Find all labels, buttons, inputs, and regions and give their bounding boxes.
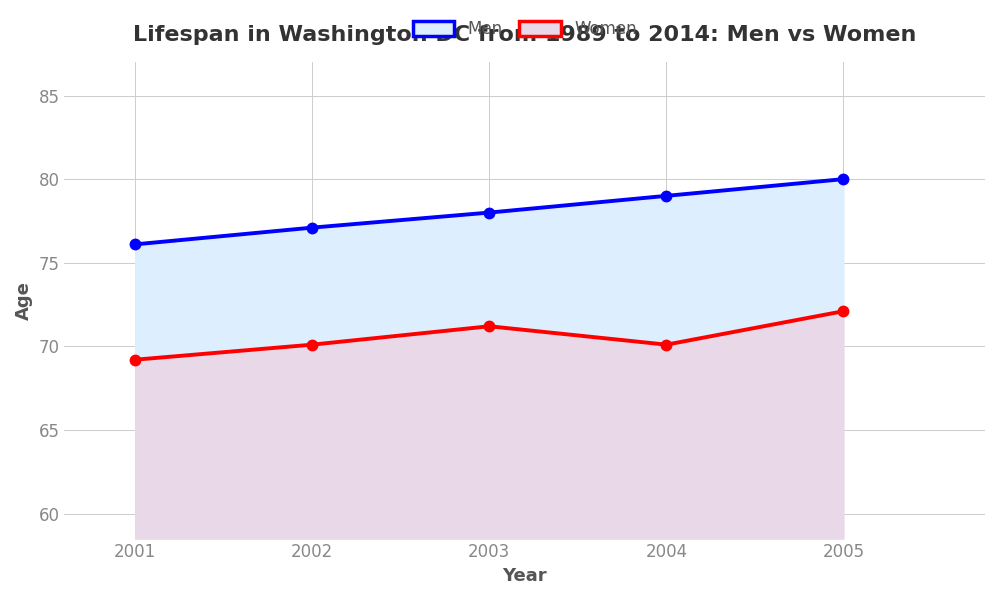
Legend: Men, Women: Men, Women (406, 13, 644, 44)
X-axis label: Year: Year (502, 567, 547, 585)
Y-axis label: Age: Age (15, 281, 33, 320)
Title: Lifespan in Washington DC from 1989 to 2014: Men vs Women: Lifespan in Washington DC from 1989 to 2… (133, 25, 916, 45)
